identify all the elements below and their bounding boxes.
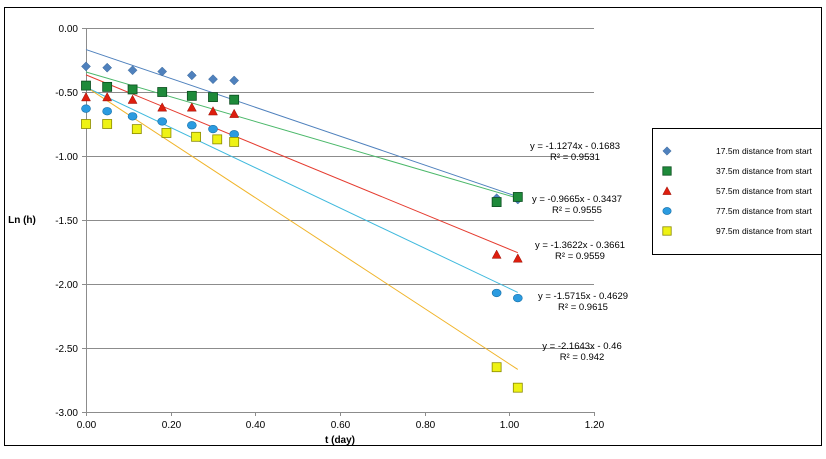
data-point-s2 [208,92,218,103]
equation-label: y = -1.5715x - 0.4629 [538,291,628,302]
y-tick-label: -1.50 [55,216,78,227]
x-tick-label: 0.80 [416,420,436,431]
tick-labels: 0.00-0.50-1.00-1.50-2.00-2.50-3.000.00 0.… [55,24,604,431]
data-point-s2 [229,94,240,105]
legend-label: 77.5m distance from start [716,206,813,216]
data-point-s4 [229,130,239,139]
y-tick-label: 0.00 [59,24,79,35]
legend-marker [662,186,672,195]
legend-box [652,128,822,255]
y-tick-label: -1.00 [55,152,78,163]
data-point-s4 [187,121,197,130]
data-point-s5 [191,131,201,142]
data-point-s5 [491,362,502,373]
data-point-s2 [81,80,91,91]
data-point-s1 [186,70,197,81]
legend-marker [662,207,672,215]
data-point-s3 [208,106,218,116]
x-tick-label: 1.20 [585,420,605,431]
data-point-s2 [127,84,138,95]
data-point-s1 [81,61,91,72]
data-point-s4 [127,112,138,121]
data-point-s3 [229,108,240,118]
data-point-s5 [161,128,172,138]
r2-label: R² = 0.9555 [552,205,602,216]
x-axis-label: t (day) [325,435,355,446]
data-point-s1 [102,62,113,73]
data-point-s4 [157,117,167,126]
data-point-s3 [81,92,91,102]
r2-label: R² = 0.9531 [550,152,600,163]
data-point-s2 [512,192,523,202]
data-point-s3 [186,102,197,112]
x-tick-label: 0.20 [162,420,182,431]
data-point-s3 [512,253,523,263]
data-point-s1 [157,66,168,77]
y-tick-label: -2.00 [55,280,78,291]
legend-marker [662,226,672,236]
y-tick-label: -3.00 [55,408,78,419]
data-point-s2 [186,90,197,101]
data-point-s4 [81,104,91,113]
data-point-s1 [127,65,138,76]
data-points [81,61,523,393]
legend-marker [662,146,672,156]
data-point-s5 [229,137,240,147]
r2-label: R² = 0.9559 [555,251,605,262]
legend: 17.5m distance from start 37.5m distance … [662,146,813,236]
data-point-s5 [102,119,113,129]
legend-label: 57.5m distance from start [716,186,813,196]
equation-label: y = -0.9665x - 0.3437 [532,194,622,205]
data-point-s5 [81,119,91,129]
equation-label: y = -1.3622x - 0.3661 [535,240,625,251]
x-tick-label: 0.40 [246,420,266,431]
data-point-s1 [229,75,240,86]
data-point-s2 [157,87,168,97]
trendline-5 [85,86,519,370]
legend-label: 37.5m distance from start [716,166,813,176]
equation-label: y = -1.1274x - 0.1683 [530,141,620,152]
y-tick-label: -2.50 [55,344,78,355]
gridlines [86,28,594,413]
equation-label: y = -2.1643x - 0.46 [542,341,621,352]
data-point-s5 [131,124,142,135]
trendline-3 [85,74,518,254]
data-point-s2 [102,81,113,92]
x-tick-label: 0.60 [331,420,351,431]
legend-label: 97.5m distance from start [716,226,813,236]
legend-label: 17.5m distance from start [716,146,813,156]
data-point-s4 [491,288,502,298]
trendline-1 [85,49,518,198]
data-point-s3 [491,249,502,259]
axes [82,28,595,416]
y-tick-label: -0.50 [55,88,78,99]
data-point-s4 [512,293,523,303]
y-axis-label: Ln (h) [8,215,36,226]
x-tick-label: 0.00 [77,420,97,431]
data-point-s1 [208,74,218,85]
r2-label: R² = 0.9615 [558,302,608,313]
data-point-s4 [102,107,112,116]
data-point-s3 [127,94,138,104]
data-point-s4 [208,124,218,134]
r2-label: R² = 0.942 [560,352,605,363]
data-point-s3 [102,92,113,102]
data-point-s5 [212,134,223,145]
data-point-s5 [512,382,523,393]
data-point-s3 [157,102,168,112]
chart-border [4,7,822,446]
data-point-s2 [491,197,502,207]
x-tick-label: 1.00 [500,420,520,431]
legend-marker [662,166,672,176]
